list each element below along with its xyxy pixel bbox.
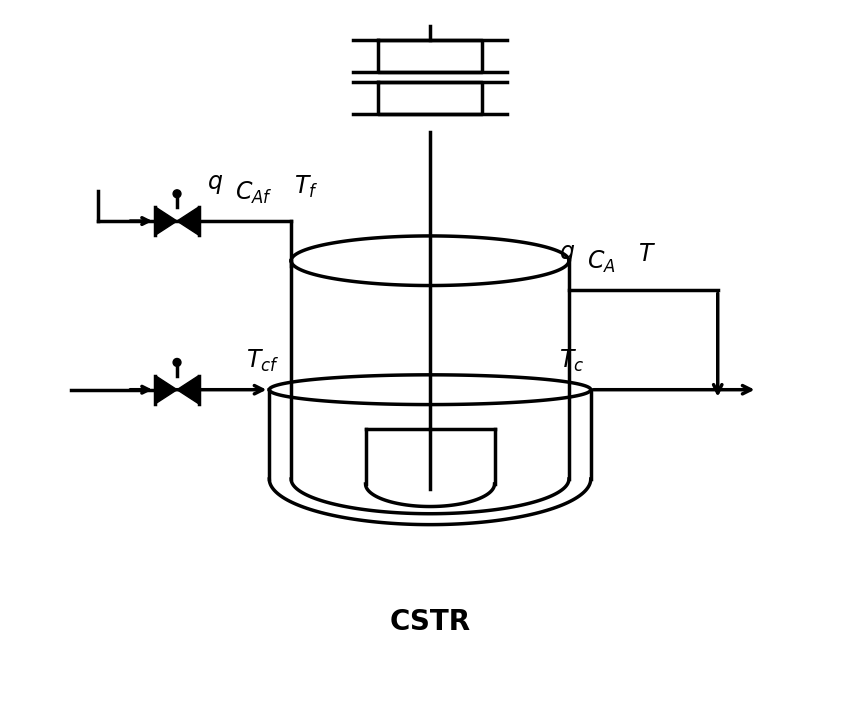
Text: CSTR: CSTR — [390, 608, 470, 636]
Text: $T_f$: $T_f$ — [294, 173, 319, 200]
Text: $C_A$: $C_A$ — [587, 249, 616, 275]
Text: $q$: $q$ — [207, 173, 223, 197]
Text: $T_c$: $T_c$ — [559, 348, 585, 374]
Polygon shape — [177, 207, 199, 235]
Text: $C_{Af}$: $C_{Af}$ — [235, 179, 272, 206]
Polygon shape — [177, 376, 199, 404]
Text: $q$: $q$ — [559, 243, 575, 266]
Polygon shape — [155, 376, 177, 404]
Circle shape — [173, 190, 181, 197]
Circle shape — [173, 358, 181, 367]
Text: $T$: $T$ — [638, 243, 656, 266]
Polygon shape — [155, 207, 177, 235]
Text: $T_{cf}$: $T_{cf}$ — [247, 348, 280, 374]
